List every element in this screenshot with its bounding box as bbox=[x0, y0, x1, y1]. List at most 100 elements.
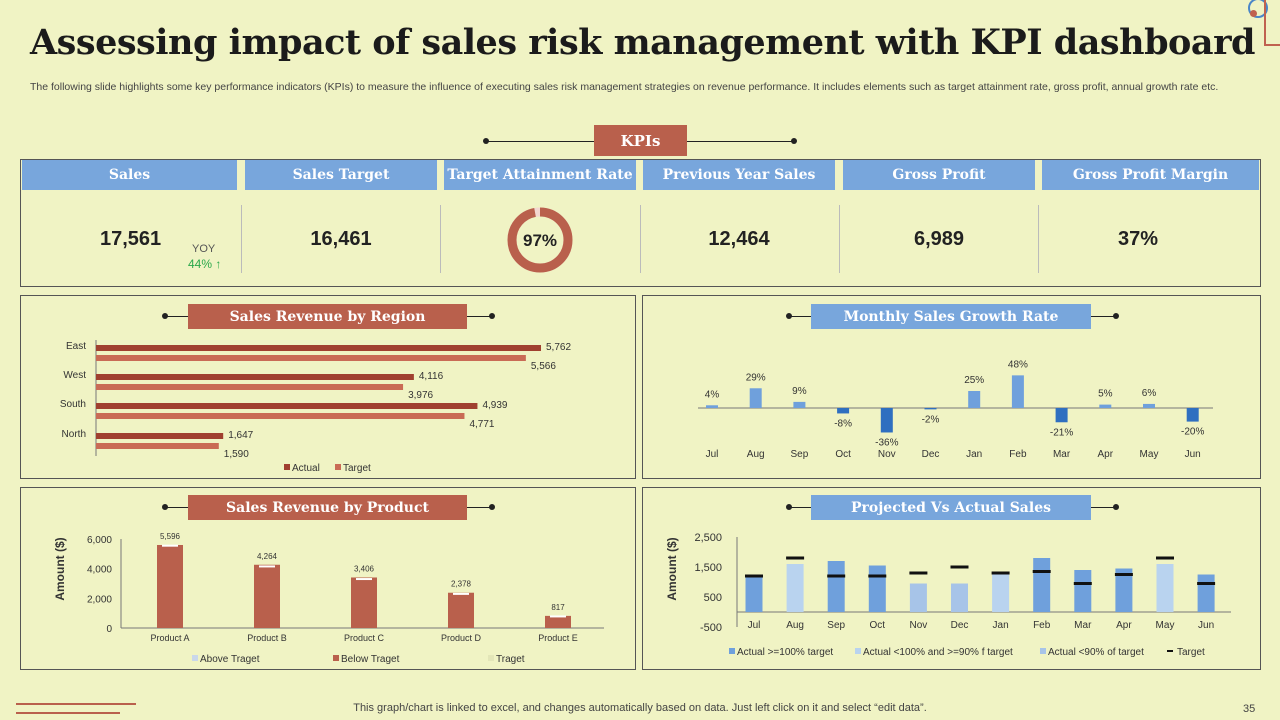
product-category-label: Product D bbox=[441, 633, 482, 643]
region-bar-chart: East 5,762 5,566 West 4,116 3,976 South 4,939 4,… bbox=[60, 340, 571, 474]
product-data-label: 4,264 bbox=[257, 552, 278, 561]
legend-label: Actual >=100% target bbox=[737, 647, 833, 658]
legend-swatch bbox=[729, 648, 735, 654]
growth-data-label: 5% bbox=[1098, 389, 1113, 400]
growth-data-label: -20% bbox=[1181, 427, 1204, 438]
legend-swatch bbox=[488, 655, 494, 661]
growth-month-label: Apr bbox=[1098, 449, 1114, 460]
projected-actual-bar bbox=[1197, 574, 1215, 612]
product-category-label: Product C bbox=[344, 633, 385, 643]
kpi-divider bbox=[1038, 205, 1039, 273]
projected-month-label: Aug bbox=[786, 620, 804, 631]
growth-bar bbox=[749, 388, 762, 408]
arrow-up-icon: ↑ bbox=[215, 257, 222, 271]
product-y-tick: 6,000 bbox=[87, 535, 112, 546]
legend-swatch bbox=[284, 464, 290, 470]
growth-bar bbox=[1011, 375, 1024, 408]
projected-chart-panel bbox=[642, 487, 1261, 670]
kpis-banner: KPIs bbox=[594, 125, 687, 156]
kpi-divider bbox=[440, 205, 441, 273]
page-subtitle: The following slide highlights some key … bbox=[30, 81, 1219, 93]
growth-bar bbox=[1143, 403, 1155, 408]
kpi-divider bbox=[839, 205, 840, 273]
growth-bar bbox=[837, 408, 850, 414]
projected-actual-bar bbox=[951, 583, 968, 612]
projected-y-label: Amount ($) bbox=[665, 537, 679, 600]
region-bar-actual bbox=[96, 374, 414, 380]
kpi-panel bbox=[20, 159, 1261, 287]
product-category-label: Product A bbox=[150, 633, 189, 643]
growth-month-label: Mar bbox=[1053, 449, 1071, 460]
projected-actual-bar bbox=[1033, 558, 1051, 612]
page-number: 35 bbox=[1243, 703, 1256, 715]
legend-label: Actual bbox=[292, 463, 320, 474]
product-bar bbox=[157, 544, 183, 628]
rule-end-dot-icon bbox=[786, 313, 792, 319]
legend-swatch bbox=[855, 648, 861, 654]
region-bar-target bbox=[96, 384, 404, 390]
region-category-label: North bbox=[62, 429, 86, 440]
projected-actual-bar bbox=[827, 561, 845, 612]
kpi-header-target-attainment: Target Attainment Rate bbox=[444, 160, 636, 190]
legend-label: Actual <90% of target bbox=[1048, 647, 1144, 658]
region-data-label: 5,566 bbox=[531, 361, 556, 372]
projected-month-label: Sep bbox=[827, 620, 845, 631]
growth-month-label: Feb bbox=[1009, 449, 1027, 460]
projected-month-label: Nov bbox=[910, 620, 928, 631]
region-category-label: East bbox=[66, 341, 86, 352]
projected-actual-bar bbox=[992, 574, 1010, 612]
legend-label: Target bbox=[1177, 647, 1205, 658]
growth-data-label: 25% bbox=[964, 375, 984, 386]
region-bar-target bbox=[96, 443, 219, 449]
growth-bar bbox=[793, 401, 806, 408]
kpi-header-sales: Sales bbox=[22, 160, 237, 190]
projected-month-label: Jun bbox=[1198, 620, 1214, 631]
product-y-tick: 0 bbox=[106, 624, 112, 635]
product-chart-panel bbox=[20, 487, 636, 670]
footer-note: This graph/chart is linked to excel, and… bbox=[353, 702, 927, 714]
footer-line-decoration bbox=[16, 712, 120, 714]
product-chart-title: Sales Revenue by Product bbox=[188, 495, 467, 520]
growth-data-label: -8% bbox=[834, 418, 852, 429]
kpi-gross-profit-value: 6,989 bbox=[913, 228, 965, 250]
projected-actual-bar bbox=[745, 576, 763, 612]
kpi-previous-year-value: 12,464 bbox=[708, 228, 770, 250]
growth-bar-chart: 4% Jul 29% Aug 9% Sep -8% Oct -36%Nov -2% Dec 25% Ja… bbox=[698, 359, 1213, 460]
product-y-tick: 4,000 bbox=[87, 565, 112, 576]
legend-label: Traget bbox=[496, 654, 525, 665]
growth-bar bbox=[1099, 404, 1112, 408]
product-bar bbox=[254, 564, 280, 628]
product-data-label: 2,378 bbox=[451, 580, 472, 589]
page-title: Assessing impact of sales risk managemen… bbox=[30, 22, 1256, 63]
yoy-label: YOY bbox=[192, 243, 216, 255]
rule-end-dot-icon bbox=[162, 313, 168, 319]
region-chart-title: Sales Revenue by Region bbox=[188, 304, 467, 329]
growth-data-label: -36% bbox=[875, 437, 898, 448]
growth-bar bbox=[706, 405, 718, 408]
growth-chart-panel bbox=[642, 295, 1261, 479]
legend-swatch bbox=[335, 464, 341, 470]
region-data-label: 5,762 bbox=[546, 342, 571, 353]
growth-data-label: 6% bbox=[1142, 388, 1157, 399]
growth-month-label: Sep bbox=[791, 449, 809, 460]
projected-chart-title: Projected Vs Actual Sales bbox=[811, 495, 1091, 520]
attainment-value: 97% bbox=[523, 231, 557, 250]
growth-month-label: Oct bbox=[835, 449, 851, 460]
projected-bar-chart: -500 500 1,500 2,500 Amount ($) Jul Aug Sep Oct N… bbox=[665, 532, 1231, 658]
growth-data-label: 48% bbox=[1008, 359, 1028, 370]
projected-month-label: Oct bbox=[870, 620, 886, 631]
product-y-tick: 2,000 bbox=[87, 594, 112, 605]
region-data-label: 4,116 bbox=[419, 371, 444, 382]
kpi-header-gross-profit-margin: Gross Profit Margin bbox=[1042, 160, 1259, 190]
projected-actual-bar bbox=[1156, 564, 1174, 612]
growth-data-label: -2% bbox=[922, 414, 940, 425]
projected-month-label: Feb bbox=[1033, 620, 1051, 631]
region-data-label: 3,976 bbox=[408, 390, 433, 401]
projected-month-label: Jan bbox=[993, 620, 1009, 631]
rule-end-dot-icon bbox=[483, 138, 489, 144]
kpi-sales-value: 17,561 bbox=[100, 228, 162, 250]
projected-month-label: Jul bbox=[748, 620, 761, 631]
rule-end-dot-icon bbox=[791, 138, 797, 144]
kpi-divider bbox=[640, 205, 641, 273]
product-category-label: Product E bbox=[538, 633, 578, 643]
